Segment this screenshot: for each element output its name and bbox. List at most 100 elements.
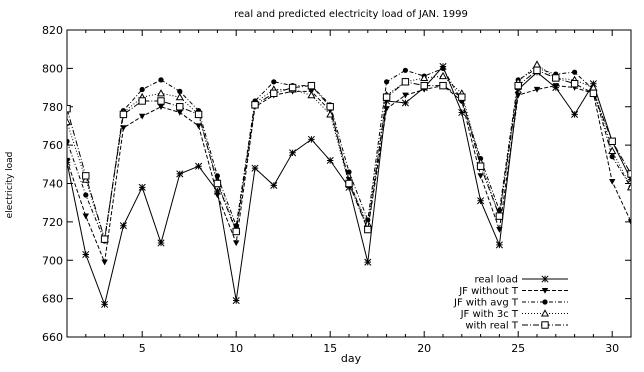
series-line-3 — [67, 63, 631, 240]
y-tick-label: 800 — [42, 62, 63, 75]
data-point-4 — [495, 212, 504, 220]
legend-label-3: JF with 3c T — [460, 309, 519, 320]
data-point-0 — [119, 222, 127, 230]
data-point-4 — [439, 81, 447, 90]
data-point-0 — [138, 183, 146, 191]
data-point-1 — [609, 179, 616, 185]
data-point-3 — [532, 60, 542, 68]
data-point-4 — [307, 81, 316, 90]
data-point-2 — [384, 79, 390, 85]
x-tick-label: 20 — [417, 342, 431, 355]
y-tick-label: 680 — [42, 293, 63, 306]
data-point-4 — [138, 97, 146, 105]
data-point-0 — [101, 300, 109, 308]
data-point-4 — [570, 80, 579, 88]
legend-marker-1 — [541, 287, 549, 294]
data-point-1 — [67, 157, 71, 164]
data-point-0 — [270, 181, 278, 189]
y-tick-label: 660 — [42, 331, 63, 344]
data-point-4 — [194, 110, 203, 119]
data-point-1 — [214, 192, 221, 199]
data-point-1 — [627, 219, 631, 226]
data-point-2 — [177, 88, 183, 94]
data-point-1 — [157, 104, 165, 110]
data-point-4 — [458, 93, 466, 101]
data-point-1 — [233, 240, 240, 247]
data-point-2 — [572, 69, 578, 75]
data-point-2 — [158, 77, 164, 83]
data-point-0 — [571, 110, 579, 118]
data-point-1 — [496, 226, 503, 233]
data-point-4 — [157, 97, 165, 105]
y-tick-label: 780 — [42, 101, 63, 114]
data-point-3 — [307, 91, 316, 99]
x-tick-label: 30 — [605, 342, 619, 355]
data-point-4 — [552, 74, 560, 82]
data-point-1 — [533, 86, 541, 93]
data-point-3 — [608, 146, 617, 154]
data-point-0 — [383, 97, 391, 105]
y-tick-label: 700 — [42, 254, 63, 267]
data-point-4 — [420, 81, 428, 90]
data-point-0 — [345, 183, 353, 191]
y-tick-label: 720 — [42, 216, 63, 229]
data-point-4 — [100, 235, 109, 243]
data-point-0 — [495, 241, 503, 249]
y-tick-label: 820 — [42, 24, 63, 37]
data-point-3 — [156, 89, 166, 97]
legend-marker-3 — [540, 309, 550, 317]
data-point-0 — [514, 85, 522, 94]
data-point-4 — [288, 83, 297, 92]
data-point-4 — [401, 78, 410, 86]
data-point-4 — [176, 103, 184, 111]
y-tick-label: 760 — [42, 139, 63, 152]
data-point-1 — [402, 92, 409, 99]
chart-title: real and predicted electricity load of J… — [234, 9, 468, 20]
series-group — [67, 60, 631, 308]
data-point-2 — [440, 65, 446, 71]
data-point-4 — [364, 225, 372, 234]
data-point-1 — [477, 173, 484, 180]
data-point-4 — [232, 227, 240, 236]
data-point-4 — [119, 110, 128, 119]
data-point-2 — [402, 67, 408, 73]
data-point-0 — [213, 187, 221, 195]
legend-label-4: with real T — [465, 321, 519, 332]
data-point-4 — [326, 103, 334, 111]
x-tick-label: 5 — [139, 342, 146, 355]
data-point-0 — [307, 135, 315, 143]
data-point-4 — [67, 104, 71, 113]
x-tick-label: 15 — [323, 342, 337, 355]
data-point-3 — [438, 71, 448, 80]
data-point-0 — [401, 99, 409, 107]
data-point-1 — [82, 213, 89, 220]
data-point-0 — [289, 149, 297, 157]
data-point-1 — [195, 123, 202, 130]
data-point-3 — [420, 73, 429, 82]
data-point-0 — [477, 197, 485, 205]
legend-marker-4 — [541, 321, 549, 329]
data-point-0 — [364, 258, 372, 266]
legend-label-1: JF without T — [458, 286, 519, 297]
data-point-4 — [345, 179, 353, 188]
data-point-4 — [270, 89, 278, 98]
data-point-4 — [589, 89, 598, 98]
data-point-3 — [626, 183, 631, 191]
data-point-2 — [271, 79, 277, 85]
data-point-2 — [609, 154, 615, 160]
legend-label-2: JF with avg T — [453, 298, 519, 309]
y-tick-label: 740 — [42, 178, 63, 191]
data-point-4 — [627, 170, 631, 178]
data-point-2 — [67, 138, 70, 144]
data-point-4 — [82, 172, 90, 180]
data-point-0 — [176, 170, 184, 178]
data-point-4 — [382, 93, 391, 101]
legend-label-0: real load — [474, 275, 518, 286]
legend-marker-0 — [541, 275, 549, 283]
data-point-1 — [120, 125, 127, 132]
data-point-4 — [476, 162, 485, 170]
data-point-4 — [251, 101, 259, 109]
